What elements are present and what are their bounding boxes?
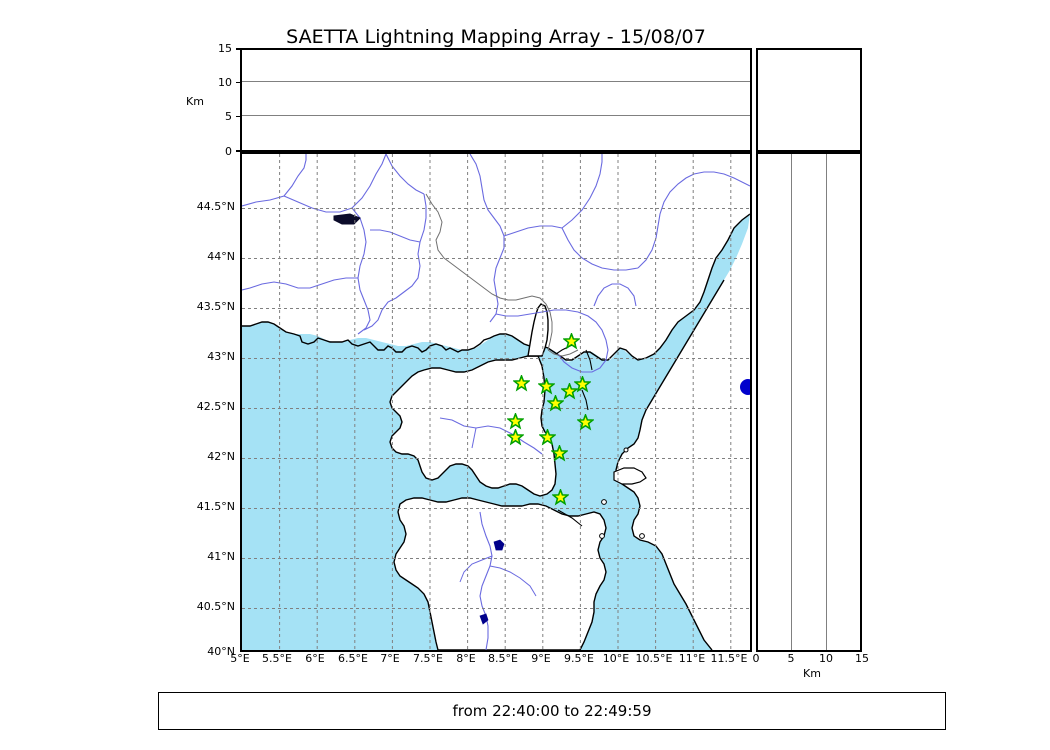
lat-tick-42: 42°N xyxy=(207,450,235,463)
lat-tick-40-5: 40.5°N xyxy=(196,600,235,613)
lat-tick-43: 43°N xyxy=(207,350,235,363)
map-graphics xyxy=(242,154,750,650)
right-km-tick-10: 10 xyxy=(819,652,833,665)
lon-tick-7: 7°E xyxy=(380,652,400,665)
source-marker[interactable] xyxy=(739,379,750,396)
lon-tick-7-5: 7.5°E xyxy=(413,652,443,665)
tickmark-alt-0 xyxy=(236,150,240,152)
lat-tick-44: 44°N xyxy=(207,250,235,263)
lat-tick-43-5: 43.5°N xyxy=(196,300,235,313)
station-marker[interactable] xyxy=(538,427,557,446)
gridline-alt-10 xyxy=(242,81,750,82)
station-marker[interactable] xyxy=(550,443,569,462)
lat-tick-40: 40°N xyxy=(207,645,235,658)
page-title: SAETTA Lightning Mapping Array - 15/08/0… xyxy=(286,26,706,48)
altitude-corner-panel[interactable] xyxy=(756,48,862,152)
lat-tick-44-5: 44.5°N xyxy=(196,200,235,213)
lon-tick-6-5: 6.5°E xyxy=(338,652,368,665)
station-marker[interactable] xyxy=(505,427,525,446)
station-marker[interactable] xyxy=(537,376,557,395)
altitude-vs-latitude-panel[interactable] xyxy=(756,152,862,652)
lon-tick-11-5: 11.5°E xyxy=(710,652,748,665)
time-range-text: from 22:40:00 to 22:49:59 xyxy=(452,702,652,720)
right-km-tick-5: 5 xyxy=(787,652,795,665)
lon-tick-9: 9°E xyxy=(531,652,551,665)
lon-tick-11: 11°E xyxy=(678,652,706,665)
station-marker[interactable] xyxy=(551,487,570,506)
station-marker[interactable] xyxy=(546,393,566,412)
right-panel-axis-label: Km xyxy=(803,667,821,680)
alt-tick-15: 15 xyxy=(218,42,232,55)
lon-tick-9-5: 9.5°E xyxy=(564,652,594,665)
gridline-km-10 xyxy=(826,154,827,650)
lat-tick-41-5: 41.5°N xyxy=(196,500,235,513)
lat-tick-42-5: 42.5°N xyxy=(196,400,235,413)
alt-tick-5: 5 xyxy=(225,110,232,123)
station-marker[interactable] xyxy=(572,374,592,393)
map-panel[interactable] xyxy=(240,152,752,652)
altitude-vs-longitude-panel[interactable] xyxy=(240,48,752,152)
lon-tick-10-5: 10.5°E xyxy=(635,652,673,665)
alt-tick-10: 10 xyxy=(218,76,232,89)
tickmark-alt-10 xyxy=(236,82,240,83)
altitude-axis-label: Km xyxy=(186,95,204,108)
right-km-tick-0: 0 xyxy=(752,652,760,665)
station-marker[interactable] xyxy=(560,381,579,400)
alt-tick-0: 0 xyxy=(225,145,232,158)
station-marker[interactable] xyxy=(576,412,596,431)
lon-tick-8-5: 8.5°E xyxy=(488,652,518,665)
gridline-alt-5 xyxy=(242,115,750,116)
right-km-tick-15: 15 xyxy=(855,652,869,665)
time-range-status-bar[interactable]: from 22:40:00 to 22:49:59 xyxy=(158,692,946,730)
lat-tick-41: 41°N xyxy=(207,550,235,563)
lon-tick-5: 5°E xyxy=(230,652,250,665)
lon-tick-8: 8°E xyxy=(456,652,476,665)
tickmark-alt-15 xyxy=(236,48,240,50)
station-marker[interactable] xyxy=(562,331,581,350)
station-marker[interactable] xyxy=(505,411,525,430)
gridline-km-5 xyxy=(791,154,792,650)
lon-tick-5-5: 5.5°E xyxy=(262,652,292,665)
lon-tick-10: 10°E xyxy=(602,652,630,665)
lon-tick-6: 6°E xyxy=(305,652,325,665)
station-marker[interactable] xyxy=(512,373,532,392)
tickmark-alt-5 xyxy=(236,116,240,117)
